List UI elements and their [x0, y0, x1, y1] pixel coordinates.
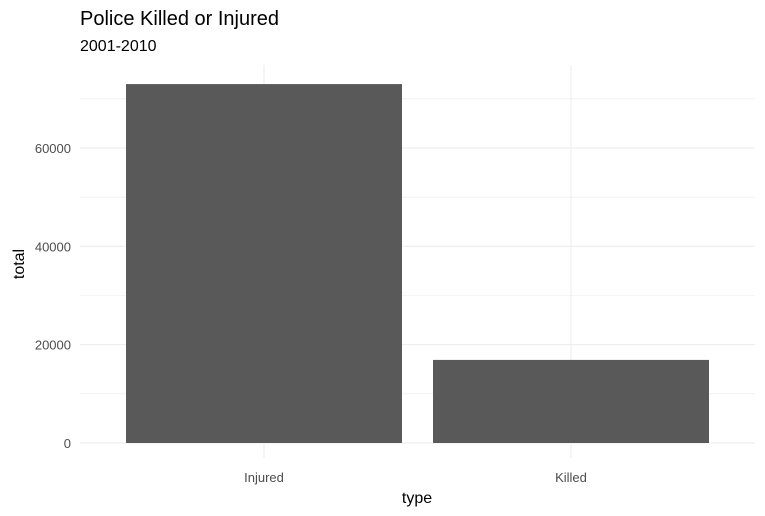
y-axis-title: total [11, 249, 28, 279]
bar-injured [126, 84, 402, 443]
chart-title: Police Killed or Injured [80, 8, 279, 30]
x-axis-title: type [402, 490, 432, 507]
bars [126, 84, 709, 443]
y-tick-labels: 0 20000 40000 60000 [35, 141, 71, 451]
x-tick-label: Injured [244, 470, 284, 485]
bar-killed [433, 359, 709, 443]
chart-subtitle: 2001-2010 [80, 38, 157, 55]
y-tick-label: 0 [64, 436, 71, 451]
x-tick-label: Killed [555, 470, 587, 485]
x-tick-labels: Injured Killed [244, 470, 587, 485]
y-tick-label: 60000 [35, 141, 71, 156]
y-tick-label: 20000 [35, 338, 71, 353]
y-tick-label: 40000 [35, 239, 71, 254]
